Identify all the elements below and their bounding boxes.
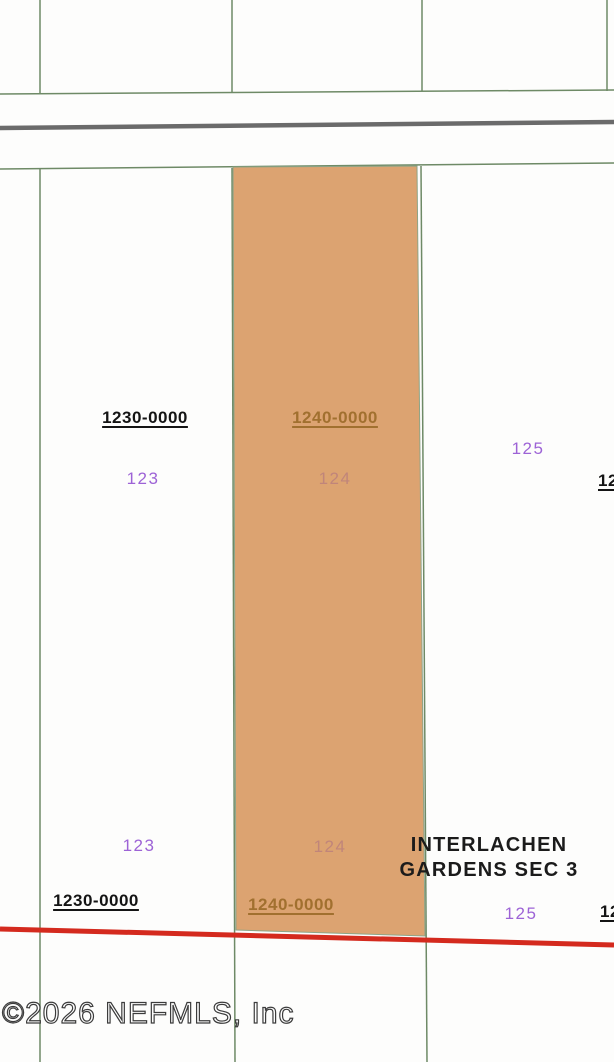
road-line — [0, 119, 614, 131]
parcel-id-partial-top: 12 — [598, 471, 614, 490]
section-line-red — [0, 926, 614, 948]
mls-copyright-watermark: ©2026 NEFMLS, Inc — [1, 996, 295, 1030]
highlighted-parcel-124[interactable] — [232, 165, 426, 937]
lot-number-125-top: 125 — [511, 439, 545, 458]
lot-number-124-bottom: 124 — [313, 837, 347, 856]
subdivision-label: INTERLACHEN GARDENS SEC 3 — [400, 833, 579, 883]
lot-number-123-bottom: 123 — [122, 836, 156, 855]
highlighted-parcel-group — [232, 165, 426, 937]
lot-number-124-top: 124 — [318, 469, 352, 488]
subdivision-label-line2: GARDENS SEC 3 — [399, 859, 579, 881]
parcel-id-1230-top: 1230-0000 — [102, 408, 188, 427]
parcel-id-1240-bottom: 1240-0000 — [248, 895, 334, 914]
lower-block-top-boundary — [0, 162, 614, 170]
lower-parcel-line-v3 — [420, 165, 428, 1062]
parcel-id-1240-top: 1240-0000 — [292, 408, 378, 427]
subdivision-label-line1: INTERLACHEN — [410, 834, 568, 856]
lower-parcel-line-v2 — [231, 167, 236, 1062]
parcel-id-1230-bottom: 1230-0000 — [53, 891, 139, 910]
top-block-boundary — [0, 89, 614, 95]
lot-number-125-bottom: 125 — [504, 904, 538, 923]
lot-number-123-top: 123 — [126, 469, 160, 488]
parcel-id-partial-bottom: 12 — [600, 902, 614, 921]
